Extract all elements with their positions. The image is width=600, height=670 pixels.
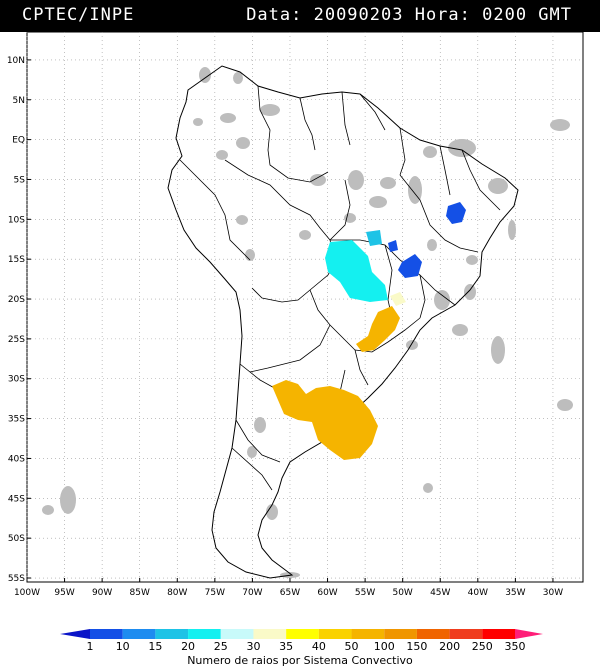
system-orange-2 [272,380,378,460]
legend-value: 100 [374,640,395,653]
system-blue-1 [446,202,466,224]
lat-label: 35S [8,415,25,425]
lat-label: 10N [7,56,25,66]
legend-value: 250 [472,640,493,653]
lat-lon-grid [26,32,583,582]
lat-label: 5N [13,96,25,106]
system-pale [390,292,406,306]
south-america-coastline [167,65,519,579]
legend-value: 200 [439,640,460,653]
lightning-systems [272,202,466,460]
lat-label: 45S [8,494,25,504]
map-frame [26,31,584,583]
legend-swatch [384,629,417,639]
legend-swatch [188,629,221,639]
legend-swatch [482,629,515,639]
lat-label: 30S [8,375,25,385]
system-blue-3 [388,240,398,252]
lon-label: 35W [505,588,525,598]
legend-swatch [155,629,189,639]
legend-value: 350 [505,640,526,653]
axis-labels: 10N 5N EQ 5S 10S 15S 20S 25S 30S 35S 40S 45S 50S 55S 1… [7,56,563,598]
lon-label: 40W [468,588,488,598]
legend-swatch [60,629,90,639]
legend-swatch [220,629,254,639]
datetime-label: Data: 20090203 Hora: 0200 GMT [246,5,572,25]
legend-value: 25 [214,640,228,653]
legend-value: 10 [116,640,130,653]
system-blue-2 [398,254,422,278]
legend-value: 15 [148,640,162,653]
political-borders [179,85,501,491]
legend-value: 30 [246,640,260,653]
color-legend: 1 10 15 20 25 30 35 40 50 100 150 200 250 350 [60,629,543,653]
lon-label: 90W [92,588,112,598]
lon-label: 65W [280,588,300,598]
cloud-patches [42,67,573,578]
system-light-blue [366,230,382,246]
legend-caption: Numero de raios por Sistema Convectivo [187,654,413,667]
legend-swatch [286,629,319,639]
lon-label: 75W [205,588,225,598]
legend-swatch [515,629,543,639]
legend-swatch [253,629,287,639]
lat-label: 25S [8,335,25,345]
map-header: CPTEC/INPE Data: 20090203 Hora: 0200 GMT [0,0,600,32]
lon-label: 70W [242,588,262,598]
legend-value: 20 [181,640,195,653]
legend-swatch [449,629,483,639]
lon-label: 60W [317,588,337,598]
lat-label: 20S [8,295,25,305]
lon-label: 95W [54,588,74,598]
lon-label: 55W [355,588,375,598]
lon-label: 30W [543,588,563,598]
lat-label: 40S [8,454,25,464]
legend-value: 1 [87,640,94,653]
lat-label: 55S [8,574,25,584]
lat-label: 10S [8,215,25,225]
legend-value: 35 [279,640,293,653]
lon-label: 85W [130,588,150,598]
lon-label: 100W [14,588,40,598]
legend-swatch [416,629,450,639]
legend-swatch [90,629,123,639]
lon-label: 50W [392,588,412,598]
lat-label: EQ [12,136,25,146]
legend-swatch [351,629,385,639]
lon-label: 80W [167,588,187,598]
system-cyan [325,240,388,302]
lat-label: 5S [14,175,26,185]
legend-value: 40 [312,640,326,653]
source-label: CPTEC/INPE [22,5,135,25]
legend-value: 50 [345,640,359,653]
legend-swatch [318,629,352,639]
legend-swatch [122,629,156,639]
system-orange-1 [356,306,400,352]
lat-label: 50S [8,534,25,544]
legend-value: 150 [406,640,427,653]
lat-label: 15S [8,255,25,265]
lon-label: 45W [430,588,450,598]
